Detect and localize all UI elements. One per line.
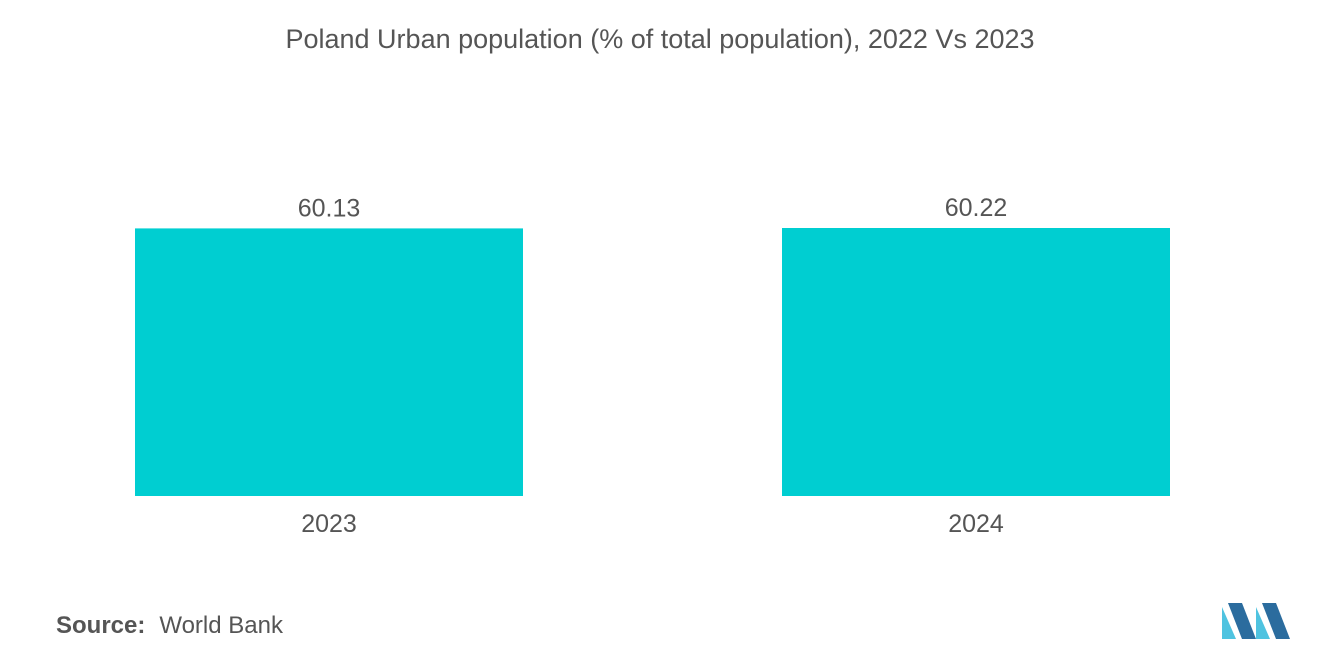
- brand-logo: [1222, 603, 1290, 639]
- source-label: Source:: [56, 612, 146, 639]
- source-text: World Bank: [159, 612, 283, 639]
- category-label-2024: 2024: [948, 510, 1004, 538]
- value-label-2023: 60.13: [298, 194, 361, 222]
- bar-2023: [135, 228, 523, 497]
- bar-chart: 60.13 2023 60.22 2024: [135, 194, 1170, 538]
- source-line: Source: World Bank: [56, 612, 283, 640]
- category-label-2023: 2023: [301, 510, 357, 538]
- chart-title: Poland Urban population (% of total popu…: [285, 24, 1035, 54]
- value-label-2024: 60.22: [945, 194, 1008, 222]
- bar-2024: [782, 228, 1170, 496]
